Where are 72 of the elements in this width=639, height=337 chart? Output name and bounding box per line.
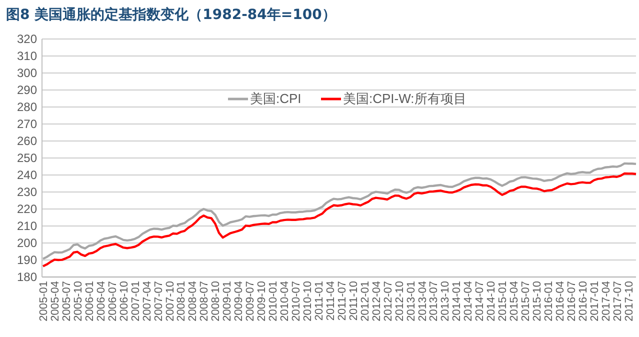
x-tick-label: 2007-04 (141, 281, 154, 322)
x-tick-label: 2006-04 (95, 281, 108, 322)
y-tick-label: 280 (16, 100, 38, 114)
x-tick-label: 2015-10 (532, 281, 544, 322)
x-tick-label: 2016-01 (543, 281, 556, 322)
x-tick-label: 2012-07 (382, 281, 394, 322)
x-tick-label: 2005-10 (72, 281, 84, 322)
y-tick-label: 220 (16, 202, 38, 216)
x-tick-label: 2010-10 (302, 281, 314, 322)
line-series (42, 162, 638, 260)
chart-title: 图8 美国通胀的定基指数变化（1982-84年=100） (6, 6, 336, 23)
x-tick-label: 2008-01 (176, 281, 188, 322)
y-tick-label: 200 (16, 236, 38, 250)
x-tick-label: 2011-04 (324, 281, 337, 321)
x-tick-label: 2016-10 (577, 281, 590, 322)
x-tick-label: 2007-07 (152, 281, 165, 322)
x-tick-label: 2008-07 (198, 281, 211, 322)
x-tick-label: 2007-01 (130, 281, 142, 322)
x-tick-label: 2007-10 (164, 281, 176, 322)
y-tick-label: 250 (16, 151, 38, 166)
x-tick-label: 2005-07 (60, 281, 73, 322)
y-tick-label: 260 (16, 134, 38, 148)
x-tick-label: 2016-04 (554, 281, 566, 322)
x-tick-label: 2009-07 (244, 281, 257, 322)
x-tick-label: 2015-04 (508, 281, 521, 322)
x-tick-label: 2008-04 (187, 281, 200, 322)
y-tick-label: 240 (16, 168, 38, 182)
legend-label: 美国:CPI-W:所有项目 (343, 91, 466, 106)
x-tick-label: 2009-10 (256, 281, 268, 322)
x-tick-label: 2014-10 (486, 281, 498, 322)
y-tick-label: 290 (16, 83, 38, 98)
x-tick-label: 2006-10 (118, 281, 130, 322)
line-series (42, 172, 638, 268)
x-tick-label: 2017-04 (600, 281, 612, 322)
x-tick-label: 2005-01 (38, 281, 50, 322)
legend-label: 美国:CPI (250, 91, 302, 106)
x-tick-label: 2011-01 (313, 281, 326, 321)
x-tick-label: 2013-04 (416, 281, 429, 322)
x-tick-label: 2016-07 (566, 281, 578, 322)
x-tick-label: 2012-04 (370, 281, 383, 322)
x-tick-label: 2013-01 (405, 281, 418, 322)
y-tick-label: 230 (16, 185, 38, 200)
y-tick-label: 180 (16, 270, 38, 284)
x-tick-label: 2017-07 (612, 281, 624, 322)
x-tick-label: 2013-10 (440, 281, 452, 322)
x-tick-label: 2008-10 (210, 281, 222, 322)
x-tick-label: 2009-01 (222, 281, 234, 322)
x-tick-label: 2005-04 (49, 281, 62, 322)
y-tick-label: 190 (16, 253, 38, 268)
x-tick-label: 2011-10 (348, 281, 360, 321)
x-tick-label: 2015-07 (520, 281, 532, 322)
x-tick-label: 2006-07 (106, 281, 119, 322)
y-tick-label: 300 (16, 66, 38, 80)
y-tick-label: 270 (16, 117, 38, 132)
y-tick-label: 320 (16, 32, 38, 46)
x-tick-label: 2013-07 (428, 281, 440, 322)
x-tick-label: 2012-01 (359, 281, 372, 322)
x-tick-label: 2010-01 (268, 281, 280, 322)
x-tick-label: 2014-04 (462, 281, 475, 322)
x-tick-label: 2009-04 (233, 281, 246, 322)
y-tick-label: 310 (16, 49, 38, 64)
x-tick-label: 2014-07 (474, 281, 486, 322)
x-tick-label: 2014-01 (451, 281, 464, 322)
x-tick-label: 2011-07 (336, 281, 348, 321)
x-tick-label: 2012-10 (394, 281, 406, 322)
x-tick-label: 2010-07 (290, 281, 303, 322)
x-tick-label: 2017-10 (623, 281, 636, 322)
x-tick-label: 2017-01 (588, 281, 601, 322)
x-tick-label: 2006-01 (84, 281, 96, 322)
y-tick-label: 210 (16, 219, 38, 234)
x-tick-label: 2010-04 (279, 281, 292, 322)
x-tick-label: 2015-01 (497, 281, 510, 322)
